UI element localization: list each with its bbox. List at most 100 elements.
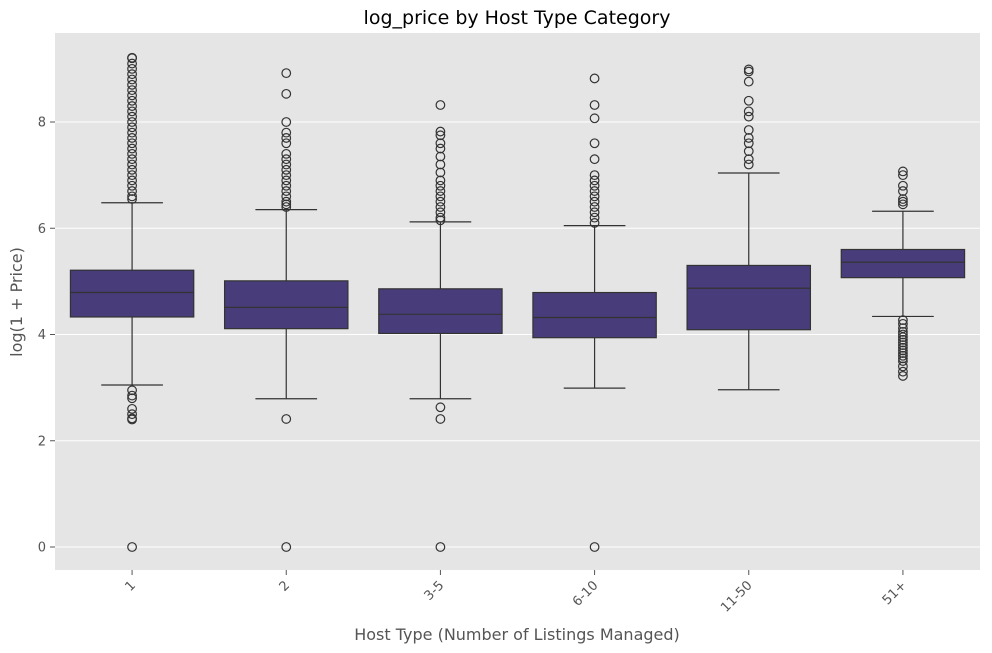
outlier-point: [589, 186, 600, 196]
outlier-point: [435, 202, 446, 212]
outlier-point: [127, 127, 137, 138]
outlier-point: [589, 113, 600, 124]
y-tick-label: 6: [38, 222, 46, 237]
outlier-point: [281, 159, 292, 170]
outlier-point: [898, 353, 908, 364]
outlier-point: [281, 170, 292, 181]
x-tick-label: 3-5: [422, 578, 448, 604]
outlier-point: [589, 180, 600, 191]
outlier-point: [898, 366, 908, 377]
outlier-point: [589, 138, 600, 149]
outlier-point: [898, 194, 908, 204]
outlier-point: [743, 95, 754, 106]
outlier-point: [281, 186, 292, 196]
outlier-point: [127, 74, 137, 85]
outlier-point: [127, 170, 137, 181]
outlier-point: [898, 318, 908, 329]
box-11-50: [686, 64, 812, 391]
outlier-point: [281, 175, 292, 186]
outlier-point: [898, 180, 908, 191]
outlier-point: [898, 199, 908, 210]
outlier-point: [898, 350, 908, 361]
outlier-point: [743, 76, 754, 87]
box-iqr: [69, 269, 195, 318]
outlier-point: [127, 414, 137, 425]
outlier-point: [435, 402, 446, 413]
outlier-point: [281, 196, 292, 207]
outlier-point: [127, 191, 137, 202]
outlier-point: [898, 186, 908, 196]
y-axis-label: log(1 + Price): [7, 247, 26, 357]
outlier-point: [435, 167, 446, 178]
outlier-point: [127, 409, 137, 420]
box-iqr: [532, 291, 657, 339]
y-tick-label: 8: [38, 116, 46, 131]
outlier-point: [127, 390, 137, 401]
outlier-point: [127, 186, 137, 196]
outlier-point: [589, 191, 600, 202]
outlier-point: [589, 100, 600, 110]
outlier-point: [743, 111, 754, 122]
outlier-point: [127, 159, 137, 170]
outlier-point: [435, 130, 446, 141]
outlier-point: [281, 133, 292, 143]
box-3-5: [378, 100, 503, 552]
outlier-point: [898, 315, 908, 326]
outlier-point: [898, 356, 908, 366]
outlier-point: [127, 138, 137, 149]
outlier-point: [435, 191, 446, 202]
x-tick-label: 6-10: [570, 578, 601, 609]
outlier-point: [127, 180, 137, 191]
outlier-point: [435, 126, 446, 137]
box-2: [223, 68, 349, 552]
outlier-point: [435, 138, 446, 149]
outlier-point: [898, 329, 908, 340]
outlier-point: [127, 58, 137, 69]
outlier-point: [127, 90, 137, 101]
outlier-point: [743, 125, 754, 135]
outlier-point: [898, 345, 908, 356]
outlier-point: [898, 166, 908, 177]
outlier-point: [898, 361, 908, 372]
outlier-point: [435, 196, 446, 207]
outlier-point: [281, 164, 292, 175]
outlier-point: [589, 73, 600, 84]
outlier-point: [127, 143, 137, 154]
outlier-point: [127, 95, 137, 106]
outlier-point: [435, 175, 446, 186]
x-tick-label: 2: [277, 578, 293, 594]
outlier-point: [898, 348, 908, 358]
outlier-point: [127, 106, 137, 117]
boxes: [69, 52, 966, 552]
box-iqr: [223, 280, 349, 330]
outlier-point: [435, 414, 446, 424]
outlier-point: [898, 334, 908, 345]
outlier-point: [435, 143, 446, 154]
outlier-point: [589, 175, 600, 186]
grid-lines: [55, 121, 980, 548]
outlier-point: [743, 154, 754, 165]
outlier-point: [127, 101, 137, 111]
outlier-point: [435, 186, 446, 196]
x-axis-ticks: 1 2 3-5 6-10 11-50 51+: [122, 570, 910, 616]
outlier-point: [281, 202, 292, 212]
outlier-point: [127, 117, 137, 127]
y-tick-label: 4: [38, 328, 46, 343]
outlier-point: [281, 199, 292, 210]
outlier-point: [127, 148, 137, 159]
outlier-point: [743, 133, 754, 143]
outlier-point: [435, 212, 446, 223]
outlier-point: [281, 127, 292, 138]
outlier-point: [589, 202, 600, 212]
y-tick-label: 2: [38, 434, 46, 449]
outlier-point: [281, 154, 292, 165]
outlier-point: [743, 66, 754, 77]
outlier-point: [743, 146, 754, 157]
outlier-point: [127, 154, 137, 165]
outlier-point: [435, 100, 446, 110]
outlier-point: [589, 154, 600, 165]
y-axis-ticks: 0 2 4 6 8: [38, 116, 55, 556]
outlier-point: [435, 215, 446, 226]
x-tick-label: 1: [122, 578, 138, 594]
